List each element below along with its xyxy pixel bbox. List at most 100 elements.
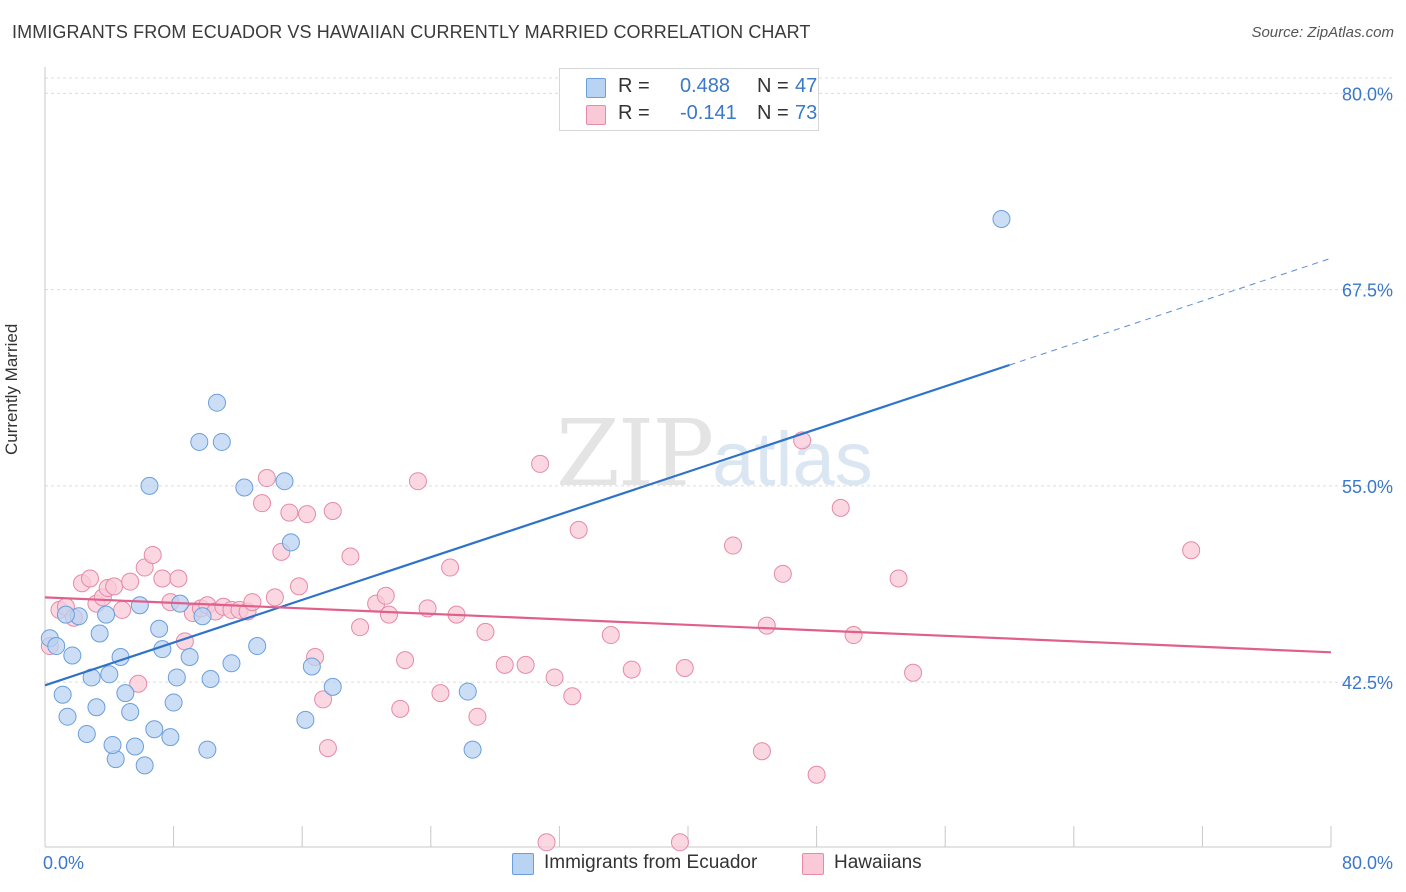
hawaiian-point xyxy=(243,593,262,612)
hawaiian-point xyxy=(495,655,514,674)
hawaiian-point xyxy=(380,605,399,624)
ecuador-point xyxy=(167,668,186,687)
ecuador-point xyxy=(103,735,122,754)
y-tick-label: 67.5% xyxy=(1342,281,1393,301)
ecuador-point xyxy=(198,740,217,759)
hawaiian-point xyxy=(121,572,140,591)
legend-n-label: N = xyxy=(757,102,789,124)
ecuador-point xyxy=(63,646,82,665)
watermark-atlas: atlas xyxy=(712,417,873,502)
ecuador-point xyxy=(145,720,164,739)
hawaiian-point xyxy=(153,569,172,588)
hawaiian-point xyxy=(253,494,272,513)
ecuador-point xyxy=(458,682,477,701)
ecuador-point xyxy=(161,728,180,747)
ecuador-point xyxy=(248,637,267,656)
ecuador-point xyxy=(58,707,77,726)
bottom-legend-label-ecuador: Immigrants from Ecuador xyxy=(544,852,758,873)
hawaiian-point xyxy=(280,503,299,522)
hawaiian-point xyxy=(257,469,276,488)
ecuador-point xyxy=(150,619,169,638)
ecuador-point xyxy=(130,596,149,615)
y-tick-label: 55.0% xyxy=(1342,477,1393,497)
hawaiian-point xyxy=(904,663,923,682)
hawaiian-point xyxy=(675,659,694,678)
ecuador-point xyxy=(235,478,254,497)
ecuador-point xyxy=(164,693,183,712)
hawaiian-point xyxy=(289,577,308,596)
hawaiian-point xyxy=(545,668,564,687)
hawaiian-trend-line xyxy=(44,596,1332,654)
hawaiian-point xyxy=(396,651,415,670)
ecuador-trend-line-extension xyxy=(1009,257,1332,366)
hawaiian-point xyxy=(129,674,148,693)
hawaiian-point xyxy=(391,699,410,718)
hawaiian-point xyxy=(844,626,863,645)
hawaiian-point xyxy=(773,564,792,583)
hawaiian-point xyxy=(408,472,427,491)
ecuador-point xyxy=(281,533,300,552)
legend-swatch-hawaiians xyxy=(586,105,606,125)
ecuador-point xyxy=(87,698,106,717)
bottom-legend-swatch-hawaiians xyxy=(802,853,824,875)
ecuador-point xyxy=(222,654,241,673)
hawaiian-point xyxy=(569,520,588,539)
hawaiian-point xyxy=(376,586,395,605)
ecuador-point xyxy=(296,710,315,729)
hawaiian-point xyxy=(724,536,743,555)
hawaiian-point xyxy=(431,684,450,703)
hawaiian-point xyxy=(476,622,495,641)
ecuador-point xyxy=(140,476,159,495)
hawaiian-point xyxy=(757,616,776,635)
ecuador-point xyxy=(47,637,66,656)
hawaiian-point xyxy=(670,833,689,852)
ecuador-point xyxy=(90,624,109,643)
ecuador-point xyxy=(323,677,342,696)
bottom-legend-label-hawaiians: Hawaiians xyxy=(834,852,922,873)
ecuador-point xyxy=(992,210,1011,228)
ecuador-point xyxy=(302,657,321,676)
hawaiian-point xyxy=(341,547,360,566)
legend-n-label: N = xyxy=(757,75,789,97)
legend-r-value: -0.141 xyxy=(680,102,737,124)
legend-r-label: R = xyxy=(618,102,650,124)
hawaiian-point xyxy=(265,588,284,607)
grid-layer xyxy=(45,77,1393,683)
hawaiian-point xyxy=(143,545,162,564)
ecuador-trend-line xyxy=(44,363,1010,687)
hawaiian-point xyxy=(351,618,370,637)
hawaiian-point xyxy=(169,569,188,588)
hawaiian-point xyxy=(831,498,850,517)
ecuador-point xyxy=(77,724,96,743)
legend-n-value: 73 xyxy=(795,102,818,124)
hawaiian-point xyxy=(468,707,487,726)
ecuador-point xyxy=(100,665,119,684)
x-tick-label: 80.0% xyxy=(1342,853,1393,873)
bottom-legend-swatch-ecuador xyxy=(512,853,534,875)
source-credit: Source: ZipAtlas.com xyxy=(1251,24,1394,41)
hawaiian-point xyxy=(601,626,620,645)
hawaiian-point xyxy=(752,742,771,761)
hawaiian-point xyxy=(537,833,556,852)
ecuador-point xyxy=(126,737,145,756)
legend-swatch-ecuador xyxy=(586,78,606,98)
hawaiian-point xyxy=(135,558,154,577)
ecuador-point xyxy=(180,648,199,667)
trend-layer xyxy=(44,257,1332,687)
hawaiian-point xyxy=(113,600,132,619)
chart-title: IMMIGRANTS FROM ECUADOR VS HAWAIIAN CURR… xyxy=(12,22,811,42)
ecuador-point xyxy=(193,607,212,626)
legend-r-value: 0.488 xyxy=(680,75,731,97)
ecuador-point xyxy=(190,432,209,451)
ecuador-point xyxy=(208,393,227,412)
ecuador-point xyxy=(463,740,482,759)
y-tick-label: 80.0% xyxy=(1342,84,1393,104)
ecuador-point xyxy=(201,670,220,689)
hawaiian-point xyxy=(298,505,317,524)
hawaiian-point xyxy=(622,660,641,679)
correlation-legend: R = 0.488 N = 47 R = -0.141 N = 73 xyxy=(559,68,819,131)
ecuador-point xyxy=(135,756,154,775)
ecuador-point xyxy=(212,432,231,451)
ecuador-point xyxy=(56,605,75,624)
